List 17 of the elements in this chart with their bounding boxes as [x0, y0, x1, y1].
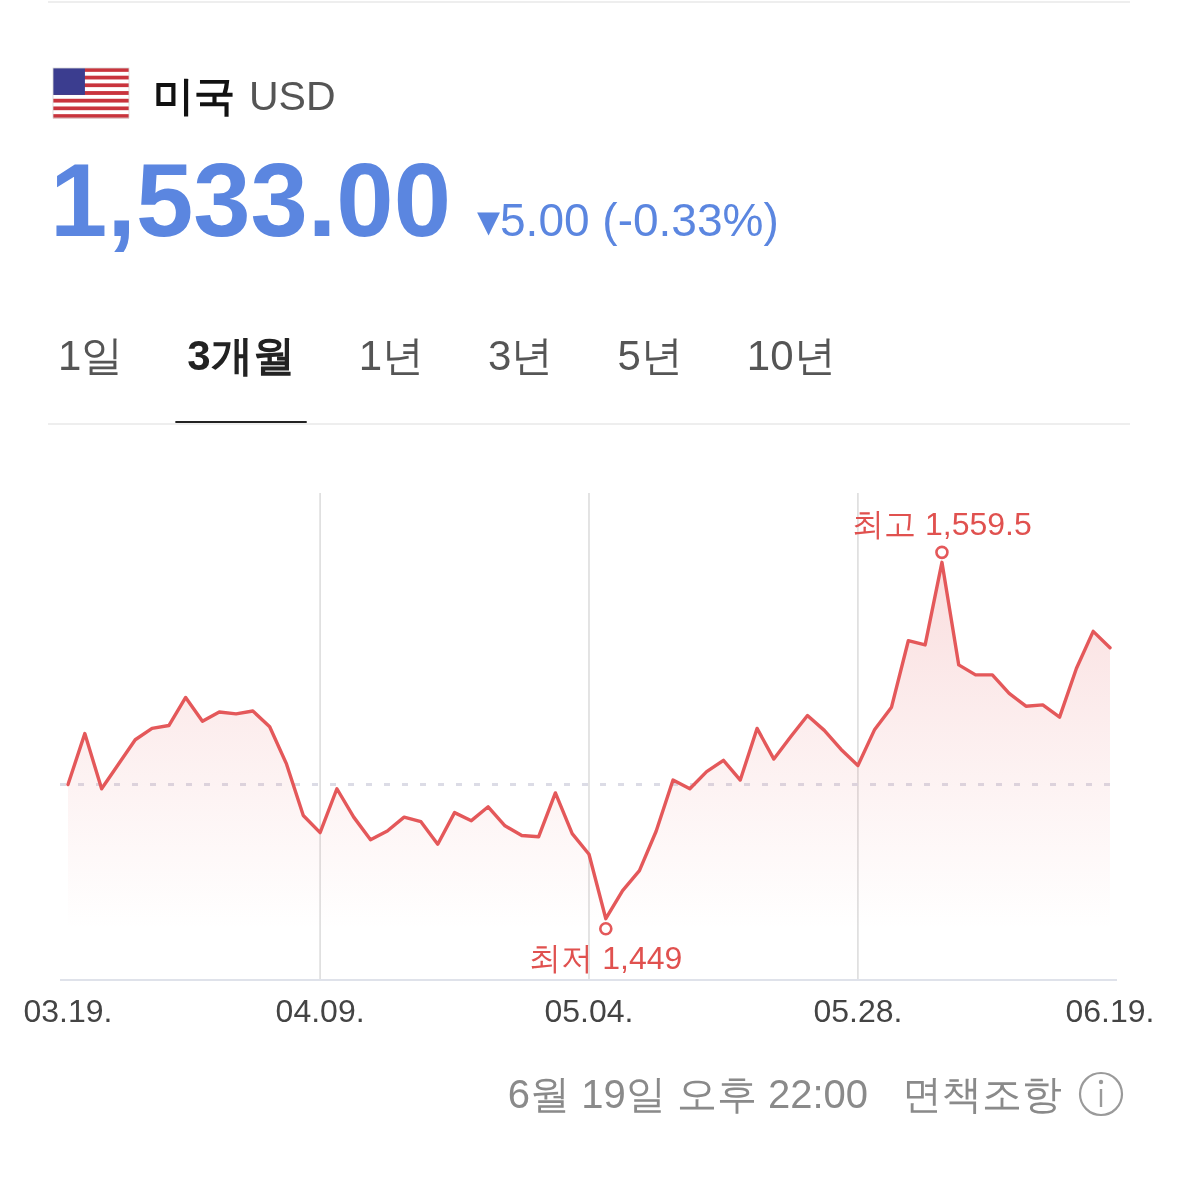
disclaimer: 면책조항: [902, 1072, 1062, 1116]
x-tick-label: 05.28.: [813, 993, 903, 1029]
tab-label: 10년: [746, 332, 836, 379]
tab-label: 1년: [358, 332, 425, 379]
x-tick-label: 03.19.: [23, 993, 113, 1029]
tab-label: 5년: [617, 332, 683, 379]
subtitle: 1,533.00 ▾5.00 (-0.33%): [50, 143, 779, 258]
tab-label: 3개월: [187, 332, 295, 379]
x-tick-label: 04.09.: [275, 993, 365, 1029]
x-tick-label: 06.19.: [1065, 993, 1155, 1029]
timestamp: 6월 19일 오후 22:00: [507, 1072, 868, 1116]
title: 미국 USD: [153, 73, 336, 119]
tab-label: 1일: [58, 332, 124, 379]
tab-label: 3년: [488, 332, 554, 379]
x-tick-label: 05.04.: [544, 993, 634, 1029]
value-label: 최저 1,449: [529, 939, 683, 976]
value-label: 최고 1,559.5: [852, 506, 1032, 543]
